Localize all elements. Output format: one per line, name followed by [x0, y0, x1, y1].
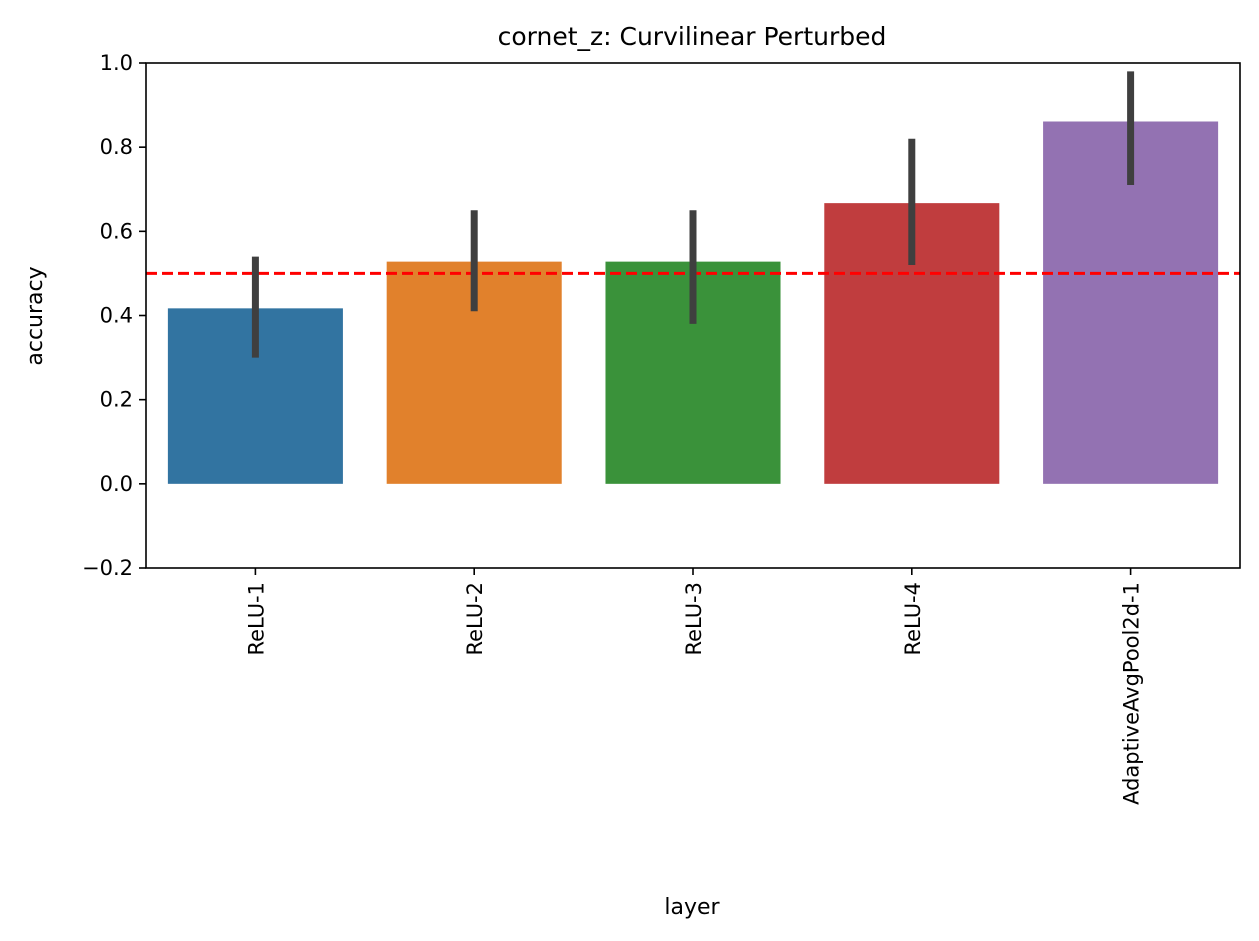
x-tick-label: ReLU-1 — [244, 582, 268, 656]
x-tick-label: ReLU-3 — [682, 582, 706, 656]
y-tick-label: 0.4 — [100, 304, 133, 328]
x-axis-title: layer — [664, 895, 720, 920]
x-tick-label: AdaptiveAvgPool2d-1 — [1120, 582, 1144, 805]
x-tick-label: ReLU-4 — [901, 582, 925, 656]
y-tick-label: 1.0 — [100, 51, 133, 75]
y-tick-label: 0.8 — [100, 135, 133, 159]
y-tick-label: 0.6 — [100, 219, 133, 243]
x-tick-label: ReLU-2 — [463, 582, 487, 656]
plot-area: −0.2 0.0 0.2 0.4 0.6 0.8 1.0 ReLU-1 ReLU-2 ReLU-3… — [82, 51, 1241, 805]
y-tick-label: 0.2 — [100, 388, 133, 412]
y-axis-title: accuracy — [23, 266, 48, 365]
chart-title: cornet_z: Curvilinear Perturbed — [498, 22, 887, 51]
y-tick-label: −0.2 — [82, 556, 133, 580]
y-tick-label: 0.0 — [100, 472, 133, 496]
